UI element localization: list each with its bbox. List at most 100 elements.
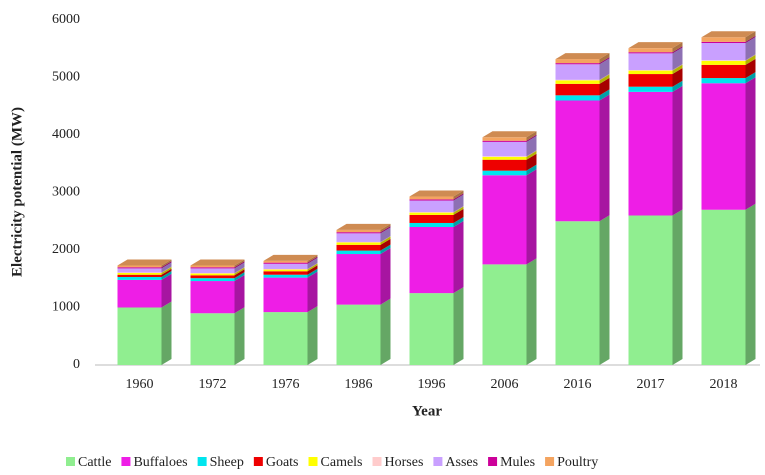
bar-segment: [482, 137, 527, 141]
bar-side: [234, 259, 245, 268]
bar-segment: [190, 273, 235, 274]
bar-side: [380, 223, 391, 233]
bar-side: [599, 73, 610, 81]
bar-segment: [555, 95, 600, 101]
bar-segment: [628, 70, 673, 75]
bar-segment: [701, 37, 746, 42]
bar-side: [380, 227, 391, 242]
bar-side: [526, 164, 537, 176]
bar-side: [161, 268, 172, 278]
bar-side: [453, 206, 464, 213]
bar-side: [161, 262, 172, 273]
bar-segment: [482, 140, 527, 142]
bar-segment: [263, 271, 308, 275]
y-tick-label: 6000: [52, 12, 80, 27]
bar-side: [745, 77, 756, 210]
bar-segment: [701, 209, 746, 365]
bar-segment: [555, 63, 600, 65]
x-tick-label: 1986: [345, 377, 373, 392]
bar-side: [745, 35, 756, 43]
bar-segment: [409, 214, 454, 223]
legend-swatch: [433, 457, 443, 466]
bar-segment: [628, 48, 673, 53]
bar-segment: [190, 278, 235, 282]
bar-segment: [336, 241, 381, 243]
bar-side: [672, 68, 683, 87]
legend-label: Mules: [500, 455, 535, 470]
bar-side: [234, 261, 245, 269]
bar-side: [599, 74, 610, 84]
bar-segment: [701, 78, 746, 84]
bar-side: [307, 256, 318, 264]
bar-segment: [701, 64, 746, 79]
bar-segment: [555, 80, 600, 84]
bar-segment: [628, 53, 673, 71]
bar-segment: [263, 274, 308, 278]
bar-side: [380, 248, 391, 305]
bar-segment: [336, 229, 381, 233]
bar-segment: [336, 250, 381, 255]
bar-top: [555, 53, 610, 60]
bar-segment: [190, 268, 235, 273]
bar-segment: [190, 313, 235, 365]
bar-side: [380, 238, 391, 251]
bar-side: [526, 135, 537, 157]
bar-segment: [117, 268, 162, 273]
bar-segment: [628, 70, 673, 71]
bar-side: [161, 301, 172, 365]
bar-side: [380, 236, 391, 245]
bar-segment: [336, 244, 381, 251]
bar-side: [672, 42, 683, 53]
bar-side: [234, 267, 245, 276]
legend-label: Asses: [445, 455, 478, 470]
bar-top: [628, 42, 683, 49]
bar-side: [745, 58, 756, 79]
bar-side: [234, 269, 245, 279]
bar-segment: [263, 269, 308, 272]
bar-side: [380, 235, 391, 243]
bar-side: [672, 209, 683, 365]
y-tick-label: 3000: [52, 185, 80, 200]
legend-swatch: [488, 457, 498, 466]
bar-side: [672, 46, 683, 54]
bar-segment: [263, 312, 308, 365]
bar-side: [161, 267, 172, 275]
bar-segment: [117, 277, 162, 280]
bar-top: [117, 259, 172, 266]
bar-side: [526, 150, 537, 160]
bar-segment: [701, 60, 746, 65]
bar-top: [263, 254, 318, 261]
legend-label: Goats: [266, 455, 299, 470]
bar-segment: [263, 262, 308, 264]
bar-side: [526, 150, 537, 157]
bar-segment: [701, 83, 746, 210]
bar-segment: [336, 304, 381, 365]
bar-side: [234, 272, 245, 282]
bar-side: [307, 263, 318, 272]
bar-side: [745, 203, 756, 365]
legend-swatch: [197, 457, 207, 466]
bar-side: [526, 131, 537, 141]
bar-segment: [117, 279, 162, 308]
bar-side: [380, 244, 391, 255]
bar-side: [234, 307, 245, 365]
bar-segment: [263, 277, 308, 313]
bar-segment: [263, 263, 308, 269]
bar-segment: [555, 79, 600, 81]
bar-side: [307, 268, 318, 278]
bar-segment: [482, 159, 527, 171]
bar-side: [745, 37, 756, 61]
bar-segment: [555, 100, 600, 222]
bar-side: [380, 298, 391, 365]
bar-side: [745, 72, 756, 84]
bar-side: [307, 262, 318, 270]
bar-segment: [336, 233, 381, 242]
bar-side: [453, 193, 464, 201]
x-tick-label: 1996: [418, 377, 446, 392]
bar-side: [234, 267, 245, 274]
bar-side: [599, 53, 610, 64]
bar-segment: [628, 91, 673, 216]
bar-side: [599, 77, 610, 96]
bar-segment: [190, 273, 235, 276]
bar-top: [409, 190, 464, 197]
